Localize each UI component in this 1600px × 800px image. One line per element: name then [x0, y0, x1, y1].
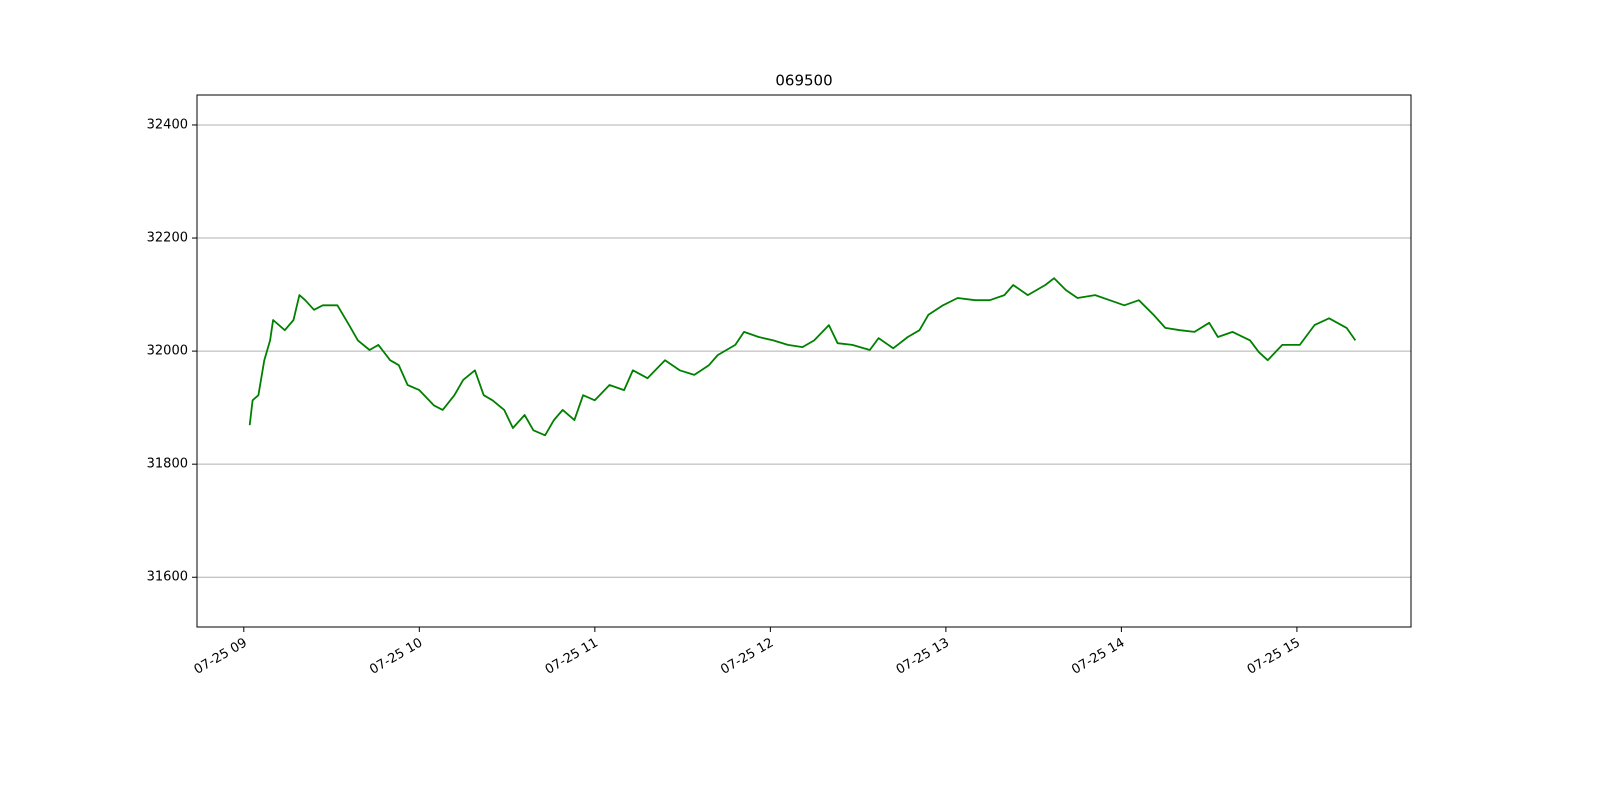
- y-tick-label: 32200: [147, 231, 188, 246]
- chart-title: 069500: [775, 72, 832, 90]
- price-line: [248, 277, 1357, 437]
- y-tick-label: 32400: [147, 117, 188, 132]
- plot-frame: [196, 94, 1412, 628]
- y-tick-label: 32000: [147, 344, 188, 359]
- y-tick-label: 31600: [147, 570, 188, 585]
- y-tick-label: 31800: [147, 457, 188, 472]
